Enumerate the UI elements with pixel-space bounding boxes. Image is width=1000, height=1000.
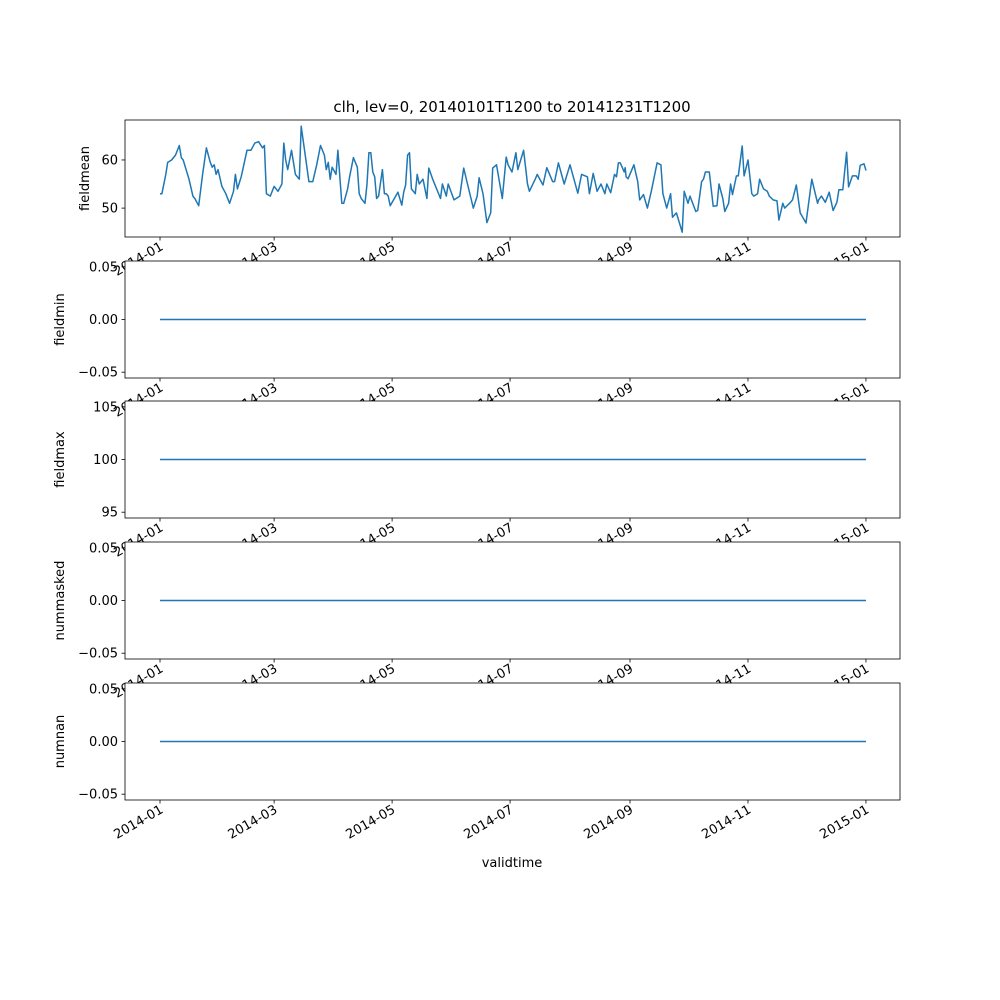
y-tick-label: −0.05 bbox=[78, 647, 118, 662]
y-axis-label: nummasked bbox=[53, 561, 68, 641]
y-tick-label: 0.00 bbox=[89, 594, 118, 609]
y-axis-label: fieldmean bbox=[78, 146, 93, 211]
y-tick-label: 0.05 bbox=[89, 260, 118, 275]
y-tick-label: 50 bbox=[101, 202, 118, 217]
y-axis-label: numnan bbox=[53, 715, 68, 769]
y-tick-label: −0.05 bbox=[78, 788, 118, 803]
series-line-fieldmean bbox=[160, 125, 867, 233]
y-tick-label: 105 bbox=[93, 400, 118, 415]
y-tick-label: 0.00 bbox=[89, 735, 118, 750]
y-tick-label: 0.05 bbox=[89, 541, 118, 556]
axes-frame bbox=[124, 119, 901, 238]
y-tick-label: 100 bbox=[93, 453, 118, 468]
y-axis-label: fieldmin bbox=[53, 293, 68, 346]
y-tick-label: 95 bbox=[101, 506, 118, 521]
y-axis-label: fieldmax bbox=[53, 431, 68, 488]
chart-title: clh, lev=0, 20140101T1200 to 20141231T12… bbox=[333, 98, 690, 116]
y-tick-label: −0.05 bbox=[78, 366, 118, 381]
y-tick-label: 0.00 bbox=[89, 313, 118, 328]
x-axis-label: validtime bbox=[482, 856, 543, 871]
y-tick-label: 0.05 bbox=[89, 682, 118, 697]
plot-area bbox=[125, 120, 900, 237]
y-tick-label: 60 bbox=[101, 153, 118, 168]
